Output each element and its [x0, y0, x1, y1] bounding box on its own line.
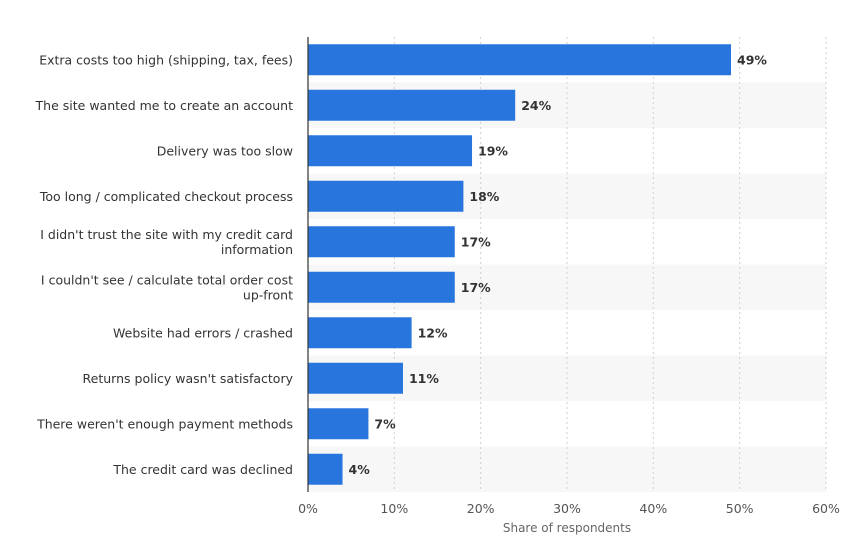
value-label: 7%	[374, 416, 396, 431]
bar	[308, 271, 455, 303]
category-label: There weren't enough payment methods	[36, 416, 293, 431]
bar	[308, 408, 369, 440]
value-label: 17%	[461, 234, 491, 249]
value-label: 24%	[521, 98, 551, 113]
x-tick-labels: 0% 10% 20% 30% 40% 50% 60%	[298, 501, 840, 516]
x-tick-label: 10%	[380, 501, 408, 516]
x-tick-label: 60%	[812, 501, 840, 516]
value-label: 49%	[737, 52, 767, 67]
value-label: 17%	[461, 280, 491, 295]
category-label: The site wanted me to create an account	[35, 98, 294, 113]
x-tick-label: 0%	[298, 501, 318, 516]
category-label: Too long / complicated checkout process	[39, 189, 293, 204]
value-label: 4%	[349, 462, 371, 477]
x-tick-label: 40%	[639, 501, 667, 516]
category-label: The credit card was declined	[112, 462, 293, 477]
category-label: Extra costs too high (shipping, tax, fee…	[39, 52, 293, 67]
value-label: 18%	[469, 189, 499, 204]
bar	[308, 362, 403, 394]
x-tick-label: 20%	[467, 501, 495, 516]
bars	[308, 44, 732, 485]
category-label: Delivery was too slow	[157, 143, 293, 158]
x-axis-title: Share of respondents	[503, 521, 631, 535]
bar	[308, 226, 455, 258]
category-labels: Extra costs too high (shipping, tax, fee…	[35, 52, 294, 477]
category-label: I didn't trust the site with my credit c…	[40, 227, 293, 242]
bar	[308, 135, 473, 167]
value-label: 19%	[478, 143, 508, 158]
value-labels: 49% 24% 19% 18% 17% 17% 12% 11% 7% 4%	[349, 52, 768, 477]
category-label: Returns policy wasn't satisfactory	[83, 371, 294, 386]
bar	[308, 317, 412, 349]
value-label: 11%	[409, 371, 439, 386]
row-band	[308, 446, 826, 492]
x-tick-label: 30%	[553, 501, 581, 516]
bar	[308, 44, 732, 76]
value-label: 12%	[418, 325, 448, 340]
x-tick-label: 50%	[726, 501, 754, 516]
category-label: I couldn't see / calculate total order c…	[41, 272, 293, 287]
category-label: Website had errors / crashed	[113, 325, 293, 340]
bar	[308, 180, 464, 212]
category-label: information	[221, 242, 293, 257]
category-label: up-front	[243, 287, 293, 302]
bar	[308, 453, 343, 485]
bar	[308, 89, 516, 121]
